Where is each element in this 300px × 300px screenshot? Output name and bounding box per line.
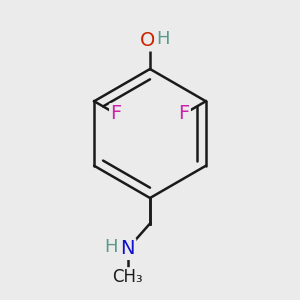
Text: F: F xyxy=(111,104,122,124)
Text: H: H xyxy=(104,238,118,256)
Text: H: H xyxy=(156,30,169,48)
Text: CH₃: CH₃ xyxy=(112,268,143,286)
Text: N: N xyxy=(120,239,135,259)
Text: F: F xyxy=(178,104,189,124)
Text: O: O xyxy=(140,31,155,50)
